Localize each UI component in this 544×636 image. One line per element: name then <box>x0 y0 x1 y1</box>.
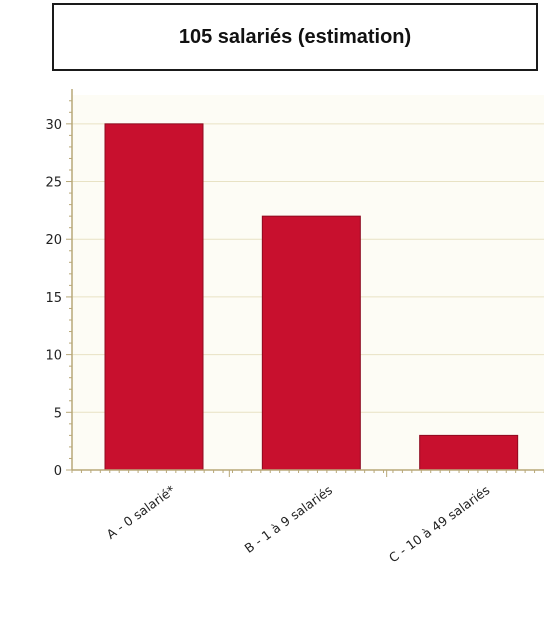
x-axis-categories: A - 0 salarié* B - 1 à 9 salariés C - 10 à… <box>104 482 493 565</box>
y-tick-label: 25 <box>45 176 62 191</box>
bar <box>261 215 361 471</box>
y-tick-label: 30 <box>45 118 62 133</box>
x-category-label: A - 0 salarié* <box>104 482 178 542</box>
bar <box>419 434 519 471</box>
x-category-label: B - 1 à 9 salariés <box>242 482 335 556</box>
y-tick-label: 0 <box>54 464 62 479</box>
y-axis-ticks: 0 5 10 15 20 25 30 <box>45 118 62 479</box>
bars <box>104 123 519 471</box>
x-category-label: C - 10 à 49 salariés <box>386 482 492 565</box>
y-tick-label: 20 <box>45 233 62 248</box>
y-tick-label: 15 <box>45 291 62 306</box>
y-tick-label: 5 <box>54 406 62 421</box>
bar <box>104 123 204 471</box>
axes <box>66 89 544 477</box>
y-tick-label: 10 <box>45 349 62 364</box>
chart-title: 105 salariés (estimation) <box>52 3 538 71</box>
